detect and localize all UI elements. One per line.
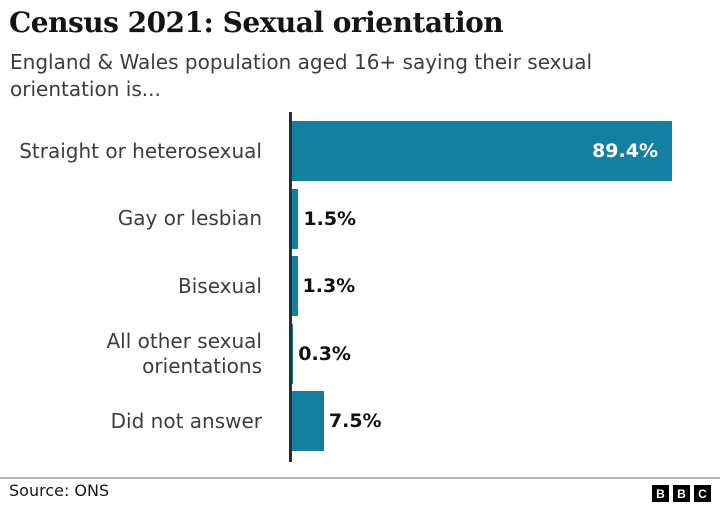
bar — [292, 323, 294, 384]
bbc-logo: B B C — [652, 485, 711, 502]
bar — [292, 256, 298, 317]
category-label-line: Straight or heterosexual — [19, 138, 262, 163]
chart-subtitle-line: England & Wales population aged 16+ sayi… — [10, 50, 593, 74]
y-axis-line — [289, 112, 292, 462]
value-label: 1.5% — [303, 207, 357, 230]
category-label-line: Bisexual — [178, 273, 262, 298]
category-label-line: Gay or lesbian — [117, 206, 262, 231]
chart-row: All other sexual orientations 0.3% — [0, 323, 720, 384]
bar-track: 1.5% — [292, 188, 720, 249]
source-credit: Source: ONS — [9, 481, 110, 500]
bar-chart: Straight or heterosexual 89.4% Gay or lesb… — [0, 112, 720, 462]
category-label-line: All other sexual — [106, 328, 263, 353]
category-label-line: Did not answer — [110, 408, 262, 433]
bbc-logo-block: B — [673, 485, 690, 502]
value-label: 7.5% — [328, 410, 382, 433]
bar — [292, 121, 672, 181]
chart-row: Gay or lesbian 1.5% — [0, 188, 720, 249]
chart-subtitle-line: orientation is... — [10, 77, 161, 101]
bar-track: 1.3% — [292, 256, 720, 317]
category-label: Did not answer — [0, 391, 262, 451]
bar-track: 89.4% — [292, 121, 720, 181]
value-label: 1.3% — [302, 275, 356, 298]
bar — [292, 391, 324, 452]
bar — [292, 188, 299, 249]
chart-row: Straight or heterosexual 89.4% — [0, 121, 720, 181]
category-label-line: orientations — [142, 353, 262, 378]
category-label: All other sexual orientations — [0, 324, 263, 384]
bar-track: 0.3% — [292, 323, 720, 384]
value-label: 0.3% — [298, 342, 351, 365]
category-label: Gay or lesbian — [0, 189, 262, 249]
chart-title: Census 2021: Sexual orientation — [9, 6, 504, 39]
chart-row: Did not answer 7.5% — [0, 391, 720, 452]
chart-row: Bisexual 1.3% — [0, 256, 720, 317]
bbc-logo-block: B — [652, 485, 669, 502]
category-label: Straight or heterosexual — [0, 121, 262, 181]
chart-subtitle: England & Wales population aged 16+ sayi… — [10, 49, 592, 103]
footer-divider — [0, 477, 720, 479]
bbc-logo-block: C — [694, 485, 711, 502]
category-label: Bisexual — [0, 256, 262, 316]
value-label: 89.4% — [592, 140, 658, 162]
bar-track: 7.5% — [292, 391, 720, 452]
